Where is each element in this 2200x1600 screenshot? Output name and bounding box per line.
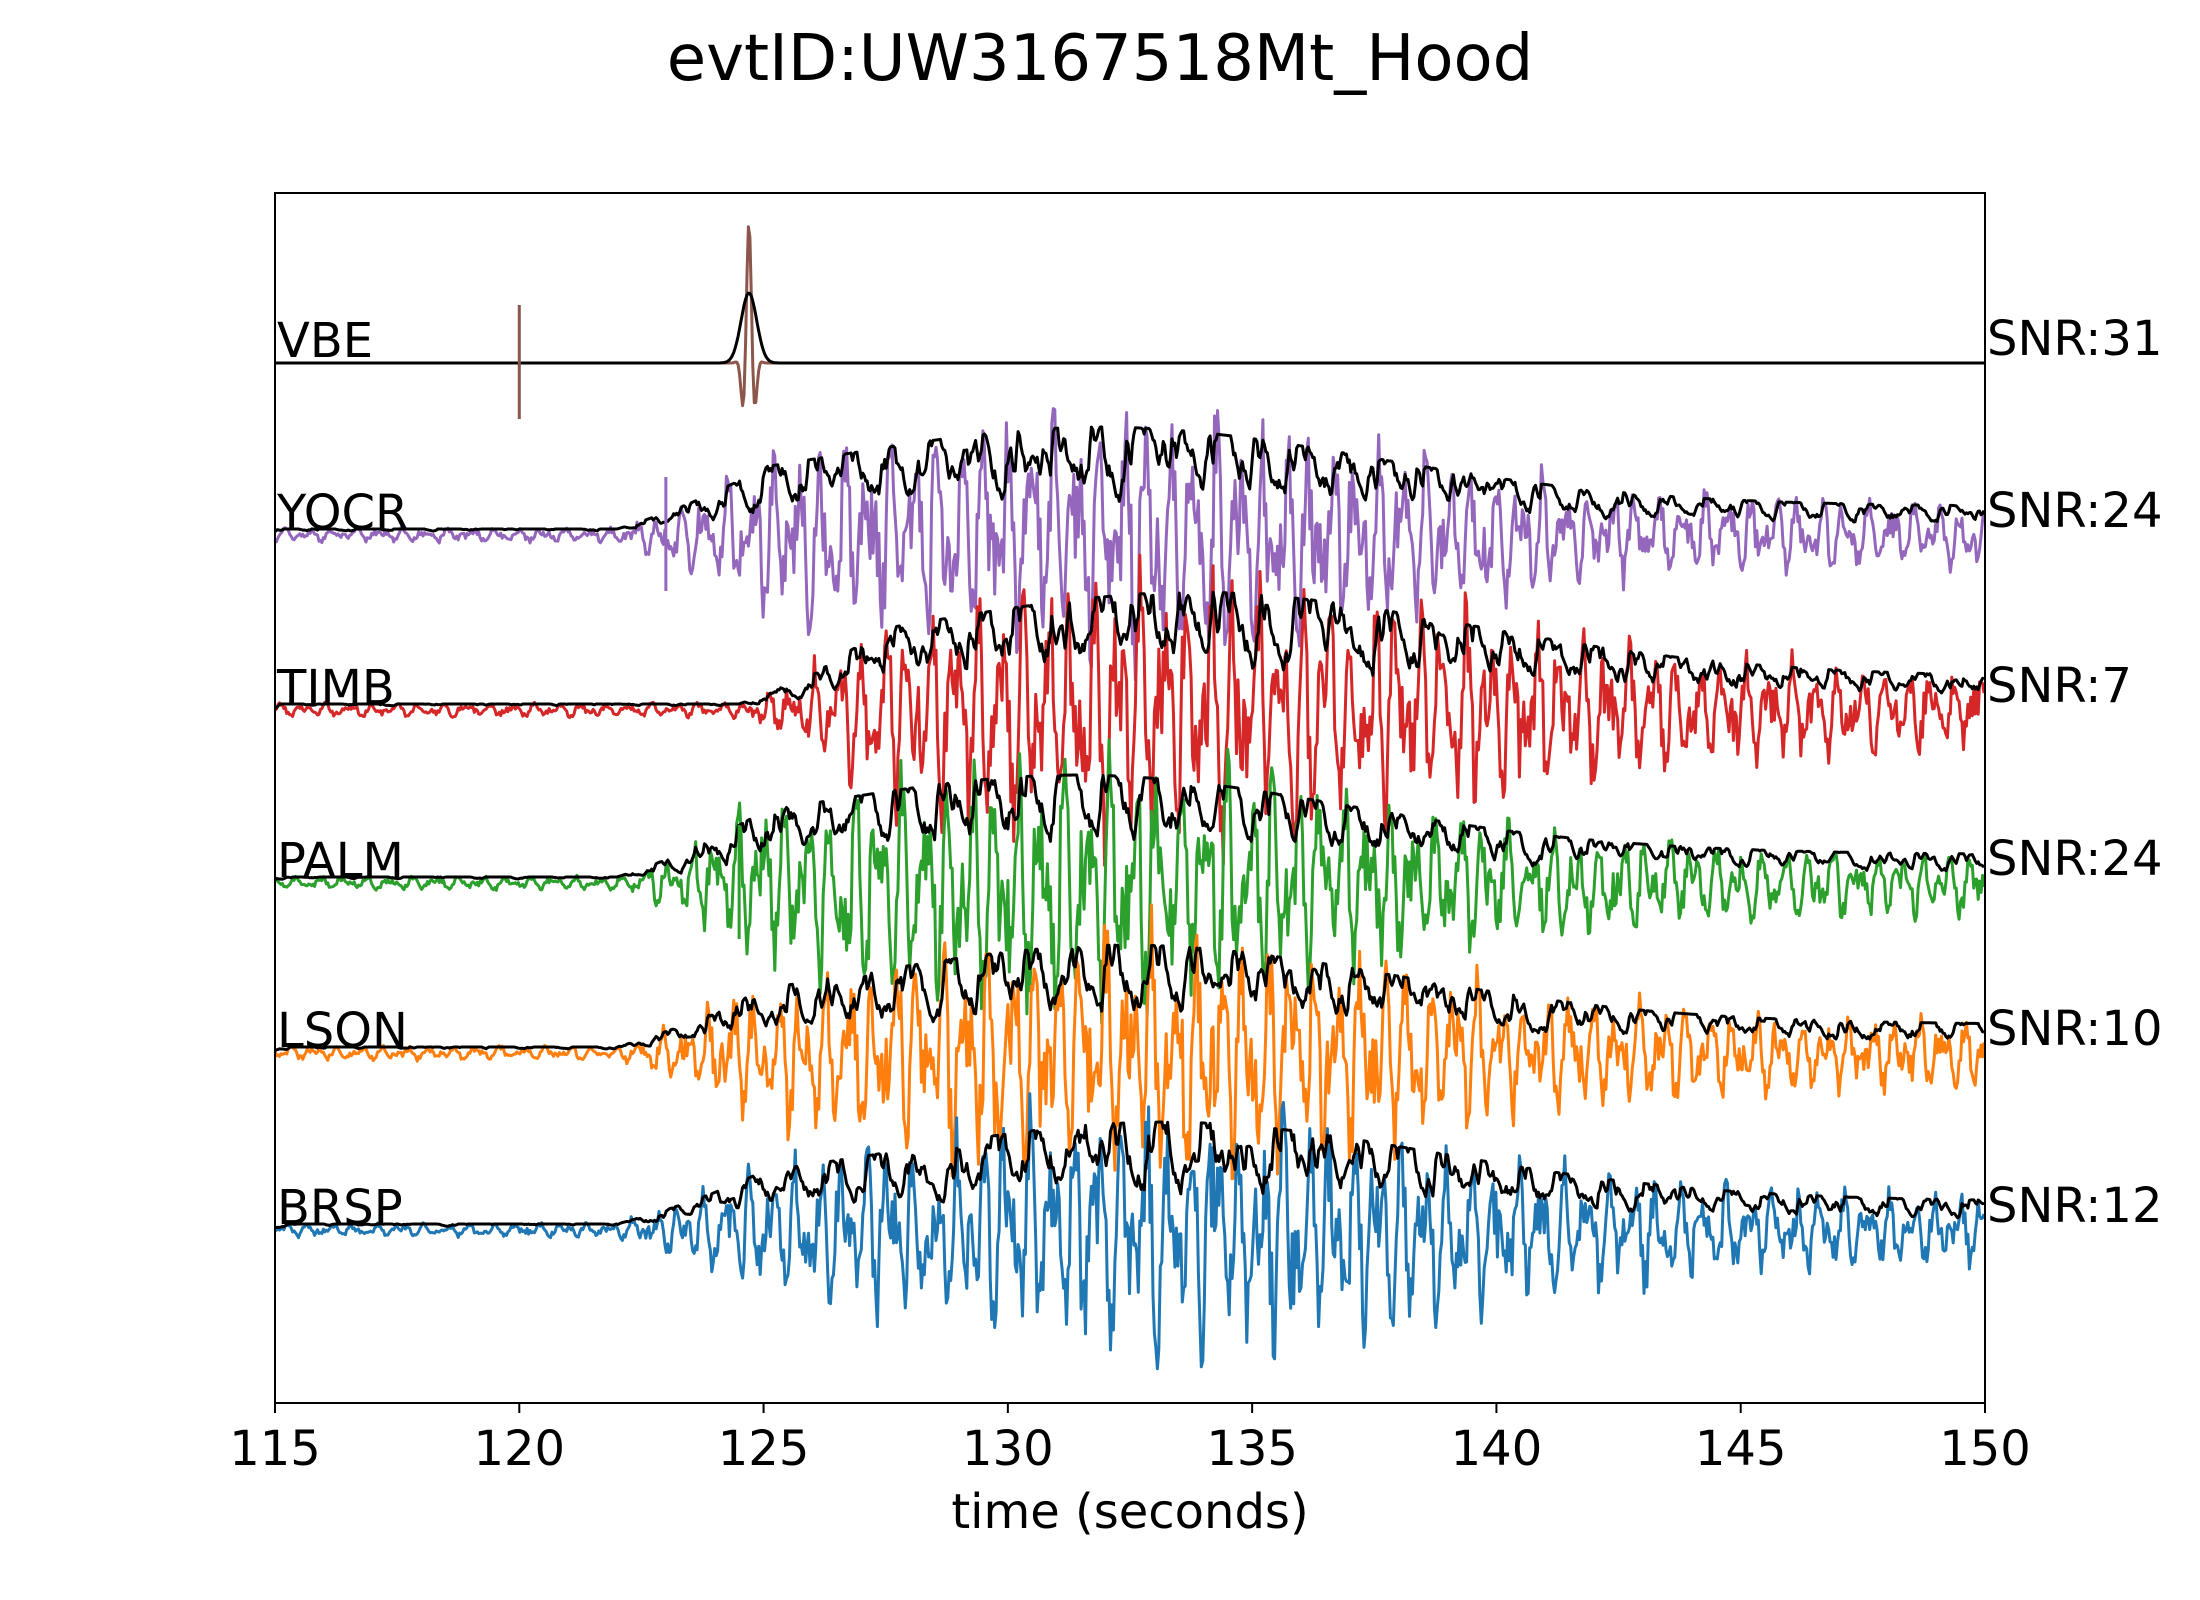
trace-yocr bbox=[273, 407, 1986, 682]
trace-palm bbox=[274, 738, 1986, 1025]
trace-lson bbox=[273, 903, 1986, 1181]
station-label-brsp: BRSP bbox=[277, 1180, 403, 1236]
traces-group bbox=[273, 225, 1986, 1371]
snr-label-yocr: SNR:24 bbox=[1987, 483, 2163, 539]
trace-vbe bbox=[275, 225, 1985, 408]
envelope-lson bbox=[274, 943, 1985, 1052]
envelope-brsp bbox=[274, 1120, 1985, 1229]
envelope-yocr bbox=[273, 425, 1986, 533]
snr-label-vbe: SNR:31 bbox=[1987, 311, 2163, 367]
x-axis: 115 120 125 130 135 140 145 150 bbox=[229, 1403, 2031, 1477]
x-tick-label-150: 150 bbox=[1939, 1421, 2031, 1477]
station-labels: VBE SNR:31 YOCR SNR:24 TIMB SNR:7 PALM SNR:24 LS… bbox=[276, 311, 2163, 1236]
station-label-vbe: VBE bbox=[277, 313, 373, 369]
trace-brsp bbox=[273, 1092, 1986, 1371]
station-label-lson: LSON bbox=[277, 1003, 408, 1059]
x-tick-label-115: 115 bbox=[229, 1421, 321, 1477]
snr-label-palm: SNR:24 bbox=[1987, 831, 2163, 887]
station-label-timb: TIMB bbox=[276, 660, 395, 716]
snr-label-timb: SNR:7 bbox=[1987, 658, 2132, 714]
x-tick-label-125: 125 bbox=[718, 1421, 810, 1477]
envelope-palm bbox=[274, 773, 1986, 882]
x-tick-label-140: 140 bbox=[1451, 1421, 1543, 1477]
x-tick-label-135: 135 bbox=[1206, 1421, 1298, 1477]
x-axis-label: time (seconds) bbox=[951, 1484, 1308, 1540]
chart-title: evtID:UW3167518Mt_Hood bbox=[667, 22, 1534, 96]
station-label-yocr: YOCR bbox=[276, 485, 408, 541]
x-tick-label-145: 145 bbox=[1695, 1421, 1787, 1477]
envelope-timb bbox=[274, 590, 1985, 710]
snr-label-lson: SNR:10 bbox=[1987, 1001, 2163, 1057]
envelope-vbe bbox=[275, 291, 1985, 365]
x-tick-label-130: 130 bbox=[962, 1421, 1054, 1477]
plot-frame bbox=[274, 192, 1986, 1404]
station-label-palm: PALM bbox=[277, 833, 404, 889]
x-tick-label-120: 120 bbox=[473, 1421, 565, 1477]
snr-label-brsp: SNR:12 bbox=[1987, 1178, 2163, 1234]
